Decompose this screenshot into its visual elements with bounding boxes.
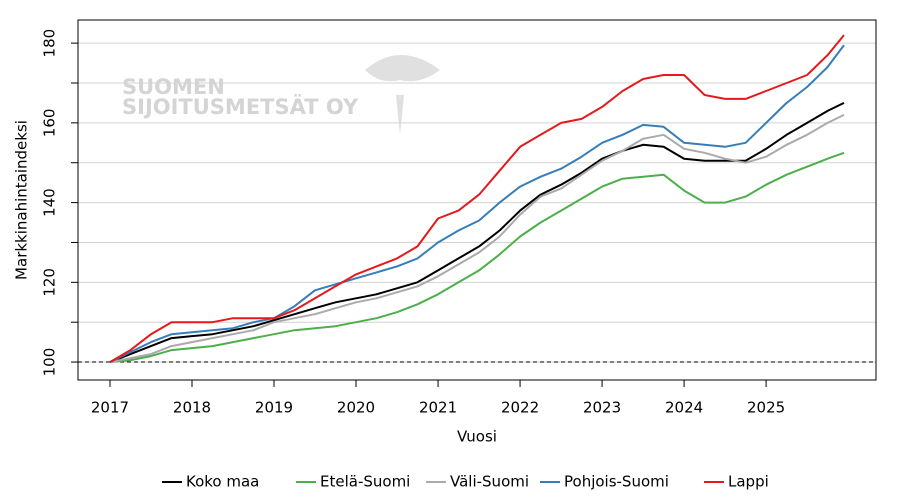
y-tick-label: 160 [41, 109, 59, 138]
watermark-text: SUOMEN [122, 75, 225, 99]
watermark: SUOMEN SIJOITUSMETSÄT OY [122, 55, 440, 135]
x-tick-label: 2018 [173, 399, 211, 417]
x-tick-label: 2017 [91, 399, 129, 417]
legend-label: Lappi [728, 473, 769, 491]
x-tick-label: 2021 [419, 399, 457, 417]
y-tick-label: 140 [41, 188, 59, 217]
x-axis-label: Vuosi [457, 428, 497, 446]
x-tick-label: 2022 [501, 399, 539, 417]
series-line [109, 44, 845, 363]
x-tick-label: 2025 [747, 399, 785, 417]
legend-label: Pohjois-Suomi [564, 473, 669, 491]
y-axis-label: Markkinahintaindeksi [13, 120, 31, 280]
watermark-text: SIJOITUSMETSÄT OY [122, 94, 359, 119]
y-tick-label: 100 [41, 348, 59, 377]
x-tick-label: 2023 [583, 399, 621, 417]
y-tick-label: 120 [41, 268, 59, 297]
watermark-tree [365, 55, 440, 135]
legend-label: Koko maa [186, 473, 259, 491]
series-line [109, 34, 845, 363]
x-tick-label: 2020 [337, 399, 375, 417]
series-line [109, 151, 845, 364]
series-line [109, 114, 845, 364]
legend-label: Väli-Suomi [450, 473, 529, 491]
x-tick-label: 2024 [665, 399, 703, 417]
plot-frame [77, 19, 877, 381]
y-tick-label: 180 [41, 29, 59, 58]
legend-label: Etelä-Suomi [320, 473, 410, 491]
x-tick-label: 2019 [255, 399, 293, 417]
series-line [109, 102, 845, 364]
